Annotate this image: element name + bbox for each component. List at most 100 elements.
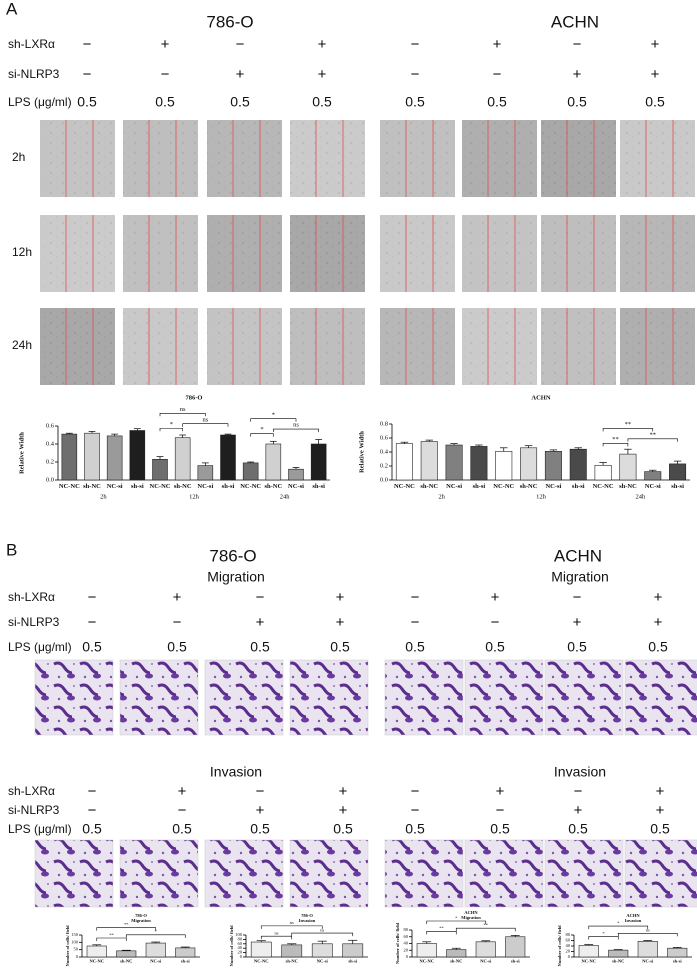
bar bbox=[145, 942, 166, 958]
cell-line-title: 786-O bbox=[206, 12, 253, 31]
x-tick-label: NC-NC bbox=[493, 483, 514, 490]
transwell-image bbox=[34, 839, 114, 908]
bar bbox=[342, 943, 364, 958]
cell-line-title: ACHN bbox=[551, 12, 599, 31]
wound-texture bbox=[541, 308, 616, 385]
significance-bracket bbox=[588, 936, 619, 940]
sign: + bbox=[491, 589, 500, 606]
x-tick-label: sh-si bbox=[572, 483, 585, 490]
sign: + bbox=[256, 802, 265, 819]
x-tick-label: sh-NC bbox=[619, 483, 637, 490]
lps-value: 0.5 bbox=[82, 639, 102, 655]
lps-value: 0.5 bbox=[250, 639, 270, 655]
assay-title: Migration bbox=[551, 569, 609, 585]
y-axis-label: Number of cells/ field bbox=[65, 925, 70, 967]
x-tick-label: NC-NC bbox=[593, 483, 614, 490]
bar bbox=[520, 447, 538, 481]
row-label: sh-LXRα bbox=[8, 590, 55, 604]
lps-value: 0.5 bbox=[330, 639, 350, 655]
significance-bracket bbox=[96, 927, 157, 931]
chart-title: ACHN bbox=[531, 394, 550, 401]
x-tick-label: sh-NC bbox=[264, 483, 282, 490]
significance-label: * bbox=[155, 929, 158, 934]
sign: − bbox=[256, 589, 265, 606]
sign: − bbox=[411, 589, 420, 606]
significance-bracket bbox=[250, 418, 297, 422]
sign: − bbox=[491, 614, 500, 631]
y-tick-label: 20 bbox=[566, 949, 571, 954]
transwell-image bbox=[624, 839, 697, 908]
sign: + bbox=[339, 783, 348, 800]
sign: − bbox=[236, 36, 245, 53]
lps-value: 0.5 bbox=[250, 821, 270, 837]
panel-label: A bbox=[6, 0, 18, 18]
x-tick-label: NC-NC bbox=[394, 483, 415, 490]
y-tick-label: 0.8 bbox=[380, 420, 388, 427]
sign: + bbox=[336, 614, 345, 631]
wound-texture bbox=[380, 120, 455, 197]
assay-title: Migration bbox=[207, 569, 265, 585]
bar bbox=[475, 941, 496, 958]
sign: − bbox=[256, 783, 265, 800]
bar bbox=[578, 945, 599, 958]
cell-line-title: 786-O bbox=[209, 546, 256, 565]
sign: + bbox=[656, 783, 665, 800]
y-tick-label: 40 bbox=[404, 941, 409, 946]
lps-value: 0.5 bbox=[77, 94, 97, 110]
wound-texture bbox=[207, 308, 282, 385]
transwell-image bbox=[384, 659, 464, 736]
x-tick-label: sh-si bbox=[671, 483, 684, 490]
sign: − bbox=[88, 783, 97, 800]
bar bbox=[420, 441, 438, 481]
significance-label: ** bbox=[484, 923, 489, 928]
y-tick-label: 80 bbox=[566, 932, 571, 937]
significance-bracket bbox=[159, 413, 206, 417]
wound-texture bbox=[40, 308, 115, 385]
bar bbox=[61, 433, 78, 481]
y-tick-label: 0.4 bbox=[380, 448, 389, 455]
sign: + bbox=[336, 589, 345, 606]
lps-value: 0.5 bbox=[485, 639, 505, 655]
sign: + bbox=[161, 36, 170, 53]
x-tick-label: NC-si bbox=[545, 483, 561, 490]
lps-value: 0.5 bbox=[567, 94, 587, 110]
sign: − bbox=[83, 66, 92, 83]
sign: − bbox=[496, 802, 505, 819]
x-tick-label: NC-si bbox=[150, 959, 162, 964]
lps-value: 0.5 bbox=[405, 821, 425, 837]
bar bbox=[395, 443, 413, 481]
wound-texture bbox=[462, 120, 537, 197]
sign: + bbox=[656, 802, 665, 819]
sign: + bbox=[493, 36, 502, 53]
sign: − bbox=[173, 614, 182, 631]
x-tick-label: sh-si bbox=[473, 483, 486, 490]
sign: + bbox=[651, 66, 660, 83]
sign: + bbox=[654, 614, 663, 631]
transwell-image bbox=[119, 839, 199, 908]
wound-texture bbox=[40, 120, 115, 197]
chart-title: ACHN bbox=[626, 913, 640, 918]
y-tick-label: 100 bbox=[71, 939, 79, 944]
y-axis-label: Relative Width bbox=[358, 431, 365, 473]
y-tick-label: 60 bbox=[404, 934, 409, 939]
sign: + bbox=[574, 802, 583, 819]
significance-label: * bbox=[272, 411, 275, 418]
group-label: 24h bbox=[635, 493, 646, 500]
x-tick-label: sh-NC bbox=[286, 959, 298, 964]
bar bbox=[594, 464, 612, 481]
sign: + bbox=[236, 66, 245, 83]
sign: + bbox=[178, 783, 187, 800]
sign: − bbox=[88, 802, 97, 819]
x-tick-label: sh-si bbox=[131, 483, 144, 490]
bar bbox=[608, 949, 629, 958]
wound-texture bbox=[380, 215, 455, 292]
lps-value: 0.5 bbox=[312, 94, 332, 110]
lps-value: 0.5 bbox=[567, 639, 587, 655]
bar bbox=[445, 444, 463, 481]
significance-bracket bbox=[159, 427, 183, 432]
sign: − bbox=[411, 36, 420, 53]
wound-texture bbox=[290, 120, 365, 197]
wound-texture bbox=[541, 120, 616, 197]
y-tick-label: 60 bbox=[566, 938, 571, 943]
y-tick-label: 50 bbox=[74, 947, 79, 952]
